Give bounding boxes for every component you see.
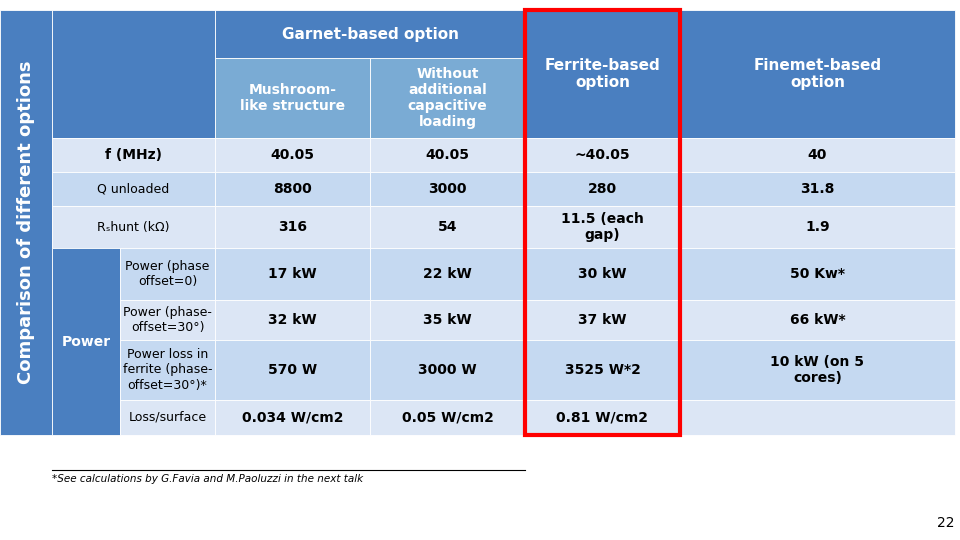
Bar <box>525 400 680 435</box>
Text: 40: 40 <box>807 148 828 162</box>
Text: ~40.05: ~40.05 <box>575 148 631 162</box>
Text: 11.5 (each
gap): 11.5 (each gap) <box>561 212 644 242</box>
Text: 0.81 W/cm2: 0.81 W/cm2 <box>557 410 649 424</box>
Text: 3525 W*2: 3525 W*2 <box>564 363 640 377</box>
Bar <box>370 206 525 248</box>
Text: Ferrite-based
option: Ferrite-based option <box>544 58 660 90</box>
Text: 37 kW: 37 kW <box>578 313 627 327</box>
Bar <box>0 10 52 435</box>
Bar <box>370 248 525 300</box>
Bar <box>370 172 525 206</box>
Text: Mushroom-
like structure: Mushroom- like structure <box>240 83 345 113</box>
Bar <box>680 340 955 400</box>
Text: Without
additional
capacitive
loading: Without additional capacitive loading <box>408 67 488 129</box>
Bar <box>680 206 955 248</box>
Text: 1.9: 1.9 <box>805 220 829 234</box>
Bar <box>680 400 955 435</box>
Bar <box>680 10 955 138</box>
Bar <box>215 206 370 248</box>
Text: f (MHz): f (MHz) <box>105 148 162 162</box>
Bar <box>680 300 955 340</box>
Bar <box>525 206 680 248</box>
Bar <box>52 248 120 435</box>
Bar <box>680 248 955 300</box>
Bar <box>120 400 215 435</box>
Text: 0.05 W/cm2: 0.05 W/cm2 <box>401 410 493 424</box>
Text: 32 kW: 32 kW <box>268 313 317 327</box>
Bar <box>370 340 525 400</box>
Bar <box>52 172 215 206</box>
Text: Comparison of different options: Comparison of different options <box>17 60 35 384</box>
Text: Garnet-based option: Garnet-based option <box>281 26 459 42</box>
Text: 10 kW (on 5
cores): 10 kW (on 5 cores) <box>771 355 865 385</box>
Text: Finemet-based
option: Finemet-based option <box>754 58 881 90</box>
Bar <box>52 138 215 172</box>
Bar <box>525 172 680 206</box>
Text: 316: 316 <box>278 220 307 234</box>
Text: 30 kW: 30 kW <box>578 267 627 281</box>
Text: 0.034 W/cm2: 0.034 W/cm2 <box>242 410 344 424</box>
Text: 31.8: 31.8 <box>801 182 834 196</box>
Bar <box>52 10 215 138</box>
Bar <box>120 340 215 400</box>
Bar <box>525 300 680 340</box>
Text: 54: 54 <box>438 220 457 234</box>
Bar <box>370 400 525 435</box>
Bar <box>120 300 215 340</box>
Text: 66 kW*: 66 kW* <box>790 313 846 327</box>
Bar <box>215 340 370 400</box>
Text: 22: 22 <box>938 516 955 530</box>
Bar <box>370 58 525 138</box>
Text: 17 kW: 17 kW <box>268 267 317 281</box>
Text: 22 kW: 22 kW <box>423 267 472 281</box>
Text: Power (phase-
offset=30°): Power (phase- offset=30°) <box>123 306 212 334</box>
Text: 50 Kw*: 50 Kw* <box>790 267 845 281</box>
Bar <box>215 172 370 206</box>
Bar <box>370 138 525 172</box>
Bar <box>215 248 370 300</box>
Bar <box>680 138 955 172</box>
Bar <box>120 248 215 300</box>
Text: 40.05: 40.05 <box>271 148 315 162</box>
Bar <box>525 10 680 138</box>
Text: 40.05: 40.05 <box>425 148 469 162</box>
Bar <box>525 248 680 300</box>
Text: 8800: 8800 <box>274 182 312 196</box>
Text: Rₛhunt (kΩ): Rₛhunt (kΩ) <box>97 220 170 233</box>
Bar <box>215 138 370 172</box>
Bar <box>215 10 525 58</box>
Bar <box>370 300 525 340</box>
Text: 3000: 3000 <box>428 182 467 196</box>
Bar <box>680 172 955 206</box>
Text: 570 W: 570 W <box>268 363 317 377</box>
Bar <box>215 58 370 138</box>
Text: Loss/surface: Loss/surface <box>129 411 206 424</box>
Text: Power: Power <box>61 334 110 348</box>
Text: Power (phase
offset=0): Power (phase offset=0) <box>126 260 209 288</box>
Text: Power loss in
ferrite (phase-
offset=30°)*: Power loss in ferrite (phase- offset=30°… <box>123 348 212 392</box>
Text: Q unloaded: Q unloaded <box>97 183 170 195</box>
Bar <box>215 400 370 435</box>
Text: 3000 W: 3000 W <box>419 363 477 377</box>
Text: 280: 280 <box>588 182 617 196</box>
Text: *See calculations by G.Favia and M.Paoluzzi in the next talk: *See calculations by G.Favia and M.Paolu… <box>52 474 363 484</box>
Bar <box>52 206 215 248</box>
Text: 35 kW: 35 kW <box>423 313 471 327</box>
Bar <box>215 300 370 340</box>
Bar <box>525 10 680 435</box>
Bar <box>525 138 680 172</box>
Bar <box>525 340 680 400</box>
